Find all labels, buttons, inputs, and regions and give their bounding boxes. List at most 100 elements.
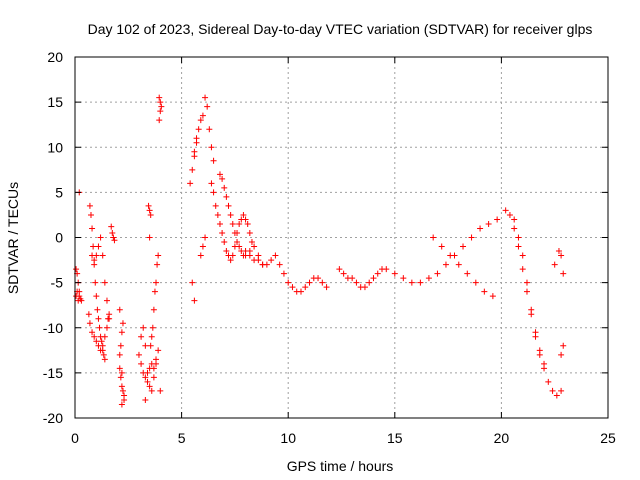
data-point <box>135 351 142 358</box>
data-point <box>425 275 432 282</box>
data-point <box>197 252 204 259</box>
data-point <box>219 229 226 236</box>
data-point <box>248 239 255 246</box>
data-point <box>255 257 262 264</box>
data-point <box>73 266 80 273</box>
data-point <box>118 329 125 336</box>
data-point <box>154 261 161 268</box>
data-point <box>477 225 484 232</box>
x-tick-label: 5 <box>178 430 186 446</box>
x-tick-label: 15 <box>387 430 403 446</box>
data-point <box>119 320 126 327</box>
data-point <box>156 94 163 101</box>
data-point <box>236 243 243 250</box>
series-flat-13h <box>336 266 390 291</box>
data-point <box>109 229 116 236</box>
data-point <box>472 279 479 286</box>
x-tick-label: 20 <box>494 430 510 446</box>
series-cluster-2h <box>116 306 128 408</box>
data-point <box>227 211 234 218</box>
data-point <box>89 329 96 336</box>
series-arc-21h <box>511 216 565 399</box>
data-point <box>118 369 125 376</box>
data-point <box>289 284 296 291</box>
data-point <box>117 342 124 349</box>
data-point <box>515 234 522 241</box>
data-point <box>383 266 390 273</box>
series-trough-10h <box>276 261 330 295</box>
data-point <box>147 211 154 218</box>
data-point <box>519 266 526 273</box>
data-point <box>323 284 330 291</box>
data-point <box>511 225 518 232</box>
y-tick-labels: -20 -15 -10 -5 0 5 10 15 20 <box>43 49 63 426</box>
data-point <box>417 279 424 286</box>
data-point <box>447 252 454 259</box>
data-point <box>219 175 226 182</box>
data-point <box>117 374 124 381</box>
series-arc-1 <box>86 202 108 363</box>
data-point <box>234 239 241 246</box>
series-arc-20h <box>502 207 548 367</box>
data-point <box>442 261 449 268</box>
data-point <box>98 338 105 345</box>
data-point <box>155 347 162 354</box>
data-point <box>315 275 322 282</box>
data-point <box>216 220 223 227</box>
data-point <box>138 333 145 340</box>
data-point <box>511 216 518 223</box>
data-point <box>242 216 249 223</box>
data-point <box>225 202 232 209</box>
data-point <box>519 252 526 259</box>
y-tick-label: 10 <box>47 139 63 155</box>
axis-ticks <box>74 56 609 419</box>
data-point <box>142 342 149 349</box>
data-point <box>212 202 219 209</box>
data-point <box>246 229 253 236</box>
data-point <box>494 216 501 223</box>
data-point <box>99 252 106 259</box>
data-point <box>349 275 356 282</box>
data-point <box>87 211 94 218</box>
data-point <box>400 275 407 282</box>
data-point <box>93 293 100 300</box>
data-point <box>485 220 492 227</box>
data-point <box>193 135 200 142</box>
y-axis-label: SDTVAR / TECUs <box>5 182 21 294</box>
data-point <box>246 252 253 259</box>
data-point <box>189 166 196 173</box>
data-point <box>210 157 217 164</box>
data-point <box>101 333 108 340</box>
data-point <box>555 248 562 255</box>
data-point <box>77 295 84 302</box>
data-point <box>91 333 98 340</box>
data-point <box>93 338 100 345</box>
series-arc-2 <box>85 311 113 354</box>
data-point <box>94 306 101 313</box>
data-point <box>150 374 157 381</box>
data-point <box>195 126 202 133</box>
data-point <box>191 148 198 155</box>
data-point <box>153 279 160 286</box>
data-point <box>85 311 92 318</box>
data-point <box>157 99 164 106</box>
data-point <box>523 279 530 286</box>
x-tick-label: 10 <box>280 430 296 446</box>
data-point <box>103 297 110 304</box>
data-point <box>90 243 97 250</box>
data-point <box>528 306 535 313</box>
data-point <box>189 279 196 286</box>
data-point <box>103 324 110 331</box>
grid <box>75 57 608 418</box>
data-point <box>553 392 560 399</box>
data-point <box>340 270 347 277</box>
data-point <box>489 293 496 300</box>
data-point <box>502 207 509 214</box>
data-point <box>86 202 93 209</box>
data-point <box>197 117 204 124</box>
data-point <box>208 144 215 151</box>
data-point <box>146 234 153 241</box>
data-point <box>155 252 162 259</box>
data-point <box>366 279 373 286</box>
